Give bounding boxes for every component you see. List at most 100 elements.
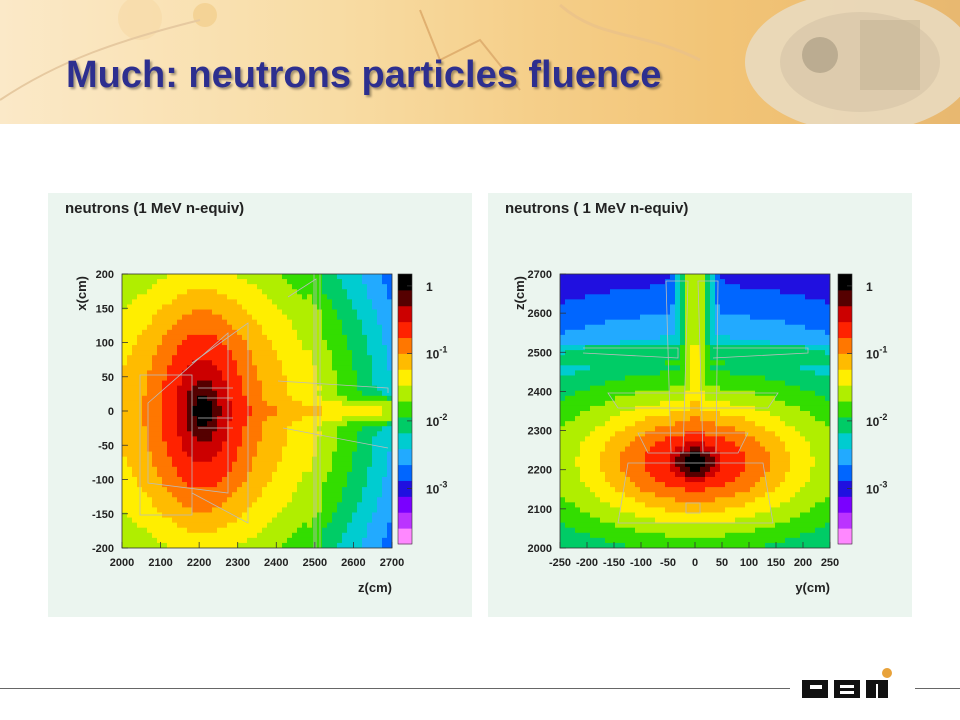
heatmap-cell [575, 274, 581, 280]
heatmap-cell [302, 400, 308, 407]
heatmap-cell [610, 309, 616, 316]
heatmap-cell [362, 279, 368, 285]
heatmap-cell [715, 537, 721, 544]
heatmap-cell [147, 350, 153, 356]
heatmap-cell [690, 380, 696, 387]
heatmap-cell [162, 314, 168, 321]
heatmap-cell [302, 314, 308, 321]
heatmap-cell [192, 537, 198, 544]
heatmap-cell [710, 400, 716, 407]
heatmap-cell [730, 527, 736, 534]
heatmap-cell [700, 324, 706, 331]
heatmap-cell [665, 380, 671, 387]
heatmap-cell [710, 350, 716, 356]
heatmap-cell [282, 487, 288, 493]
heatmap-cell [252, 314, 258, 321]
heatmap-cell [585, 441, 591, 448]
heatmap-cell [635, 289, 641, 295]
heatmap-cell [660, 522, 666, 529]
heatmap-cell [595, 512, 601, 519]
heatmap-cell [575, 487, 581, 493]
heatmap-cell [307, 314, 313, 321]
heatmap-cell [202, 542, 208, 548]
heatmap-cell [337, 461, 343, 468]
heatmap-cell [287, 446, 293, 453]
heatmap-cell [252, 390, 258, 397]
heatmap-cell [197, 542, 203, 548]
heatmap-cell [292, 319, 298, 326]
heatmap-cell [287, 482, 293, 488]
heatmap-cell [187, 411, 193, 417]
heatmap-cell [585, 279, 591, 285]
heatmap-cell [212, 411, 218, 417]
heatmap-cell [292, 380, 298, 387]
heatmap-cell [620, 405, 626, 412]
heatmap-cell [332, 375, 338, 382]
heatmap-cell [327, 279, 333, 285]
heatmap-cell [222, 350, 228, 356]
heatmap-cell [277, 370, 283, 377]
heatmap-cell [680, 395, 686, 402]
heatmap-cell [685, 309, 691, 316]
heatmap-cell [232, 304, 238, 311]
heatmap-cell [615, 512, 621, 519]
heatmap-cell [645, 380, 651, 387]
heatmap-cell [287, 334, 293, 341]
heatmap-cell [277, 339, 283, 346]
heatmap-cell [710, 446, 716, 453]
heatmap-cell [342, 350, 348, 356]
heatmap-cell [302, 329, 308, 336]
heatmap-cell [585, 395, 591, 402]
heatmap-cell [312, 365, 318, 371]
heatmap-cell [665, 416, 671, 422]
heatmap-cell [182, 411, 188, 417]
heatmap-cell [382, 527, 388, 534]
heatmap-cell [252, 365, 258, 371]
heatmap-cell [297, 355, 303, 361]
heatmap-cell [217, 542, 223, 548]
heatmap-cell [700, 492, 706, 498]
heatmap-cell [605, 309, 611, 316]
heatmap-cell [605, 532, 611, 539]
heatmap-cell [292, 461, 298, 468]
heatmap-cell [675, 512, 681, 519]
heatmap-cell [640, 334, 646, 341]
heatmap-cell [152, 380, 158, 387]
heatmap-cell [212, 345, 218, 351]
heatmap-cell [720, 421, 726, 427]
heatmap-cell [565, 405, 571, 412]
heatmap-cell [202, 309, 208, 316]
heatmap-cell [237, 537, 243, 544]
heatmap-cell [620, 355, 626, 361]
heatmap-cell [630, 537, 636, 544]
heatmap-cell [222, 309, 228, 316]
heatmap-cell [247, 334, 253, 341]
heatmap-cell [645, 294, 651, 300]
heatmap-cell [242, 456, 248, 463]
heatmap-cell [162, 532, 168, 539]
heatmap-cell [625, 329, 631, 336]
heatmap-cell [745, 309, 751, 316]
heatmap-cell [665, 426, 671, 432]
heatmap-cell [282, 309, 288, 316]
heatmap-cell [377, 487, 383, 493]
heatmap-cell [292, 451, 298, 458]
heatmap-cell [147, 345, 153, 351]
heatmap-cell [720, 324, 726, 331]
heatmap-cell [670, 451, 676, 458]
heatmap-cell [680, 517, 686, 524]
heatmap-cell [580, 365, 586, 371]
heatmap-cell [600, 375, 606, 382]
heatmap-cell [730, 355, 736, 361]
heatmap-cell [147, 451, 153, 458]
heatmap-cell [630, 405, 636, 412]
heatmap-cell [272, 380, 278, 387]
heatmap-cell [387, 492, 392, 498]
heatmap-cell [287, 294, 293, 300]
heatmap-cell [182, 482, 188, 488]
heatmap-cell [327, 476, 333, 483]
heatmap-cell [575, 395, 581, 402]
heatmap-cell [372, 466, 378, 473]
colorbar-segment [398, 305, 412, 323]
heatmap-cell [147, 324, 153, 331]
